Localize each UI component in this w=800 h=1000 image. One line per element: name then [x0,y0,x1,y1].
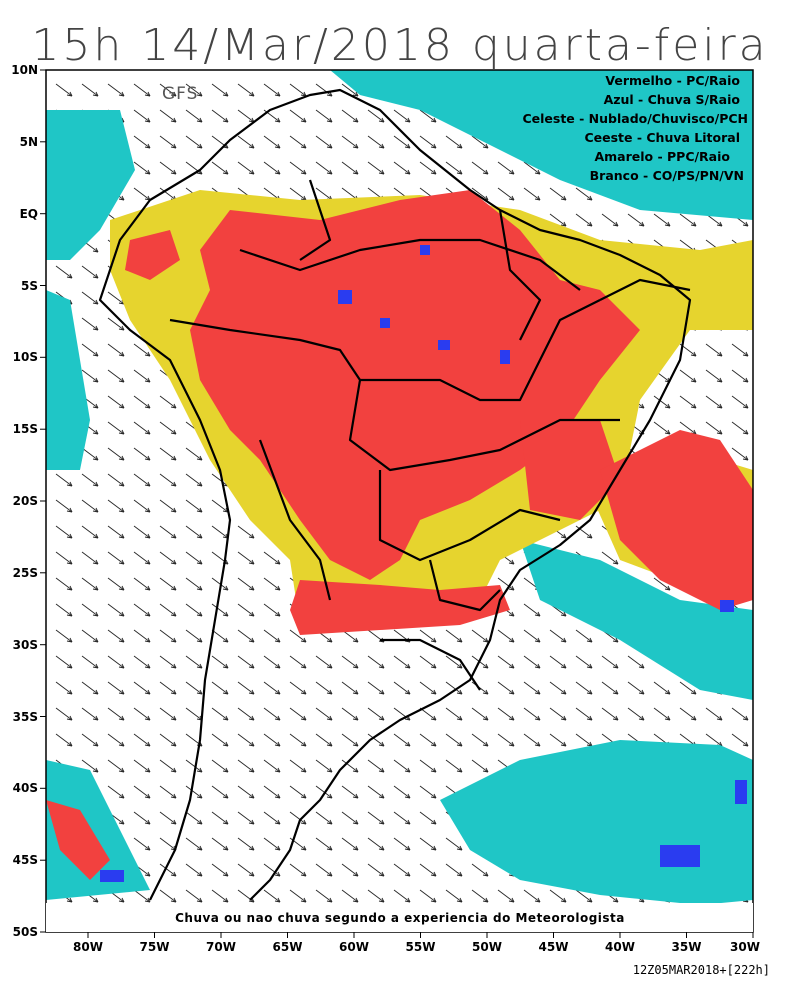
lon-label: 55W [406,940,436,954]
map-title: 15h 14/Mar/2018 quarta-feira [31,20,769,71]
lon-label: 50W [472,940,502,954]
lon-label: 80W [73,940,103,954]
legend-item: Ceeste - Chuva Litoral [584,130,740,145]
lon-label: 70W [206,940,236,954]
lat-label: 25S [13,566,38,580]
legend-item: Amarelo - PPC/Raio [594,149,730,164]
lon-label: 35W [672,940,702,954]
legend-item: Azul - Chuva S/Raio [604,92,741,107]
lon-label: 75W [140,940,170,954]
lon-label: 40W [605,940,635,954]
lat-label: 5S [21,279,38,293]
legend-item: Branco - CO/PS/PN/VN [590,168,744,183]
lat-label: 35S [13,710,38,724]
lat-label: 20S [13,494,38,508]
lat-label: 50S [13,925,38,939]
legend-item: Vermelho - PC/Raio [605,73,740,88]
footnote: Chuva ou nao chuva segundo a experiencia… [175,911,625,925]
lon-label: 60W [339,940,369,954]
run-stamp: 12Z05MAR2018+[222h] [632,963,770,977]
red-regions [46,190,753,880]
lat-label: 5N [20,135,38,149]
lat-label: 45S [13,853,38,867]
lat-label: 30S [13,638,38,652]
lat-label: 10N [11,63,38,77]
footnote-band [46,903,753,932]
longitude-axis: 80W 75W 70W 65W 60W 55W 50W 45W 40W 35W … [73,932,760,954]
lat-label: 15S [13,422,38,436]
lon-label: 30W [730,940,760,954]
model-label: GFS [162,84,198,104]
lat-label: EQ [20,207,38,221]
political-borders [98,88,692,901]
lat-label: 40S [13,781,38,795]
lon-label: 65W [273,940,303,954]
lon-label: 45W [539,940,569,954]
latitude-axis: 10N 5N EQ 5S 10S 15S 20S 25S 30S 35S 40S… [11,63,46,939]
lat-label: 10S [13,350,38,364]
legend-item: Celeste - Nublado/Chuvisco/PCH [522,111,748,126]
legend: Vermelho - PC/Raio Azul - Chuva S/Raio C… [522,73,748,183]
blue-patches [100,245,747,882]
